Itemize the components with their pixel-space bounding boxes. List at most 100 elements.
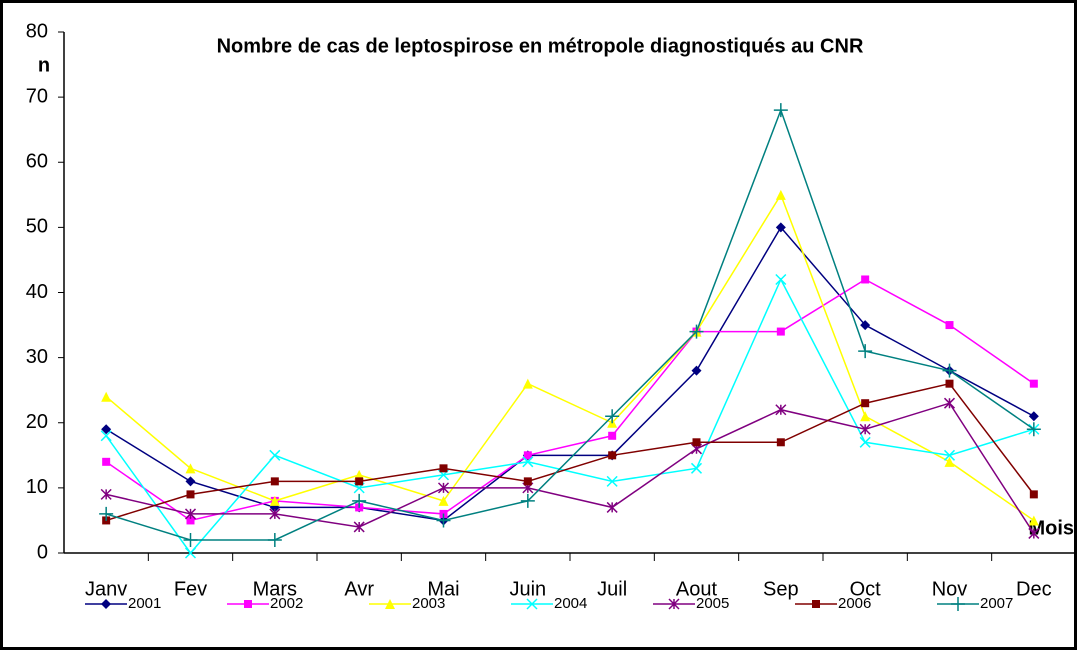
- marker: [606, 501, 618, 513]
- marker: [185, 463, 196, 474]
- marker: [943, 397, 956, 409]
- series-line: [105, 107, 1035, 541]
- marker: [523, 451, 532, 460]
- marker: [269, 495, 280, 506]
- legend-marker: [812, 600, 820, 608]
- marker: [270, 477, 279, 486]
- marker: [100, 488, 112, 500]
- series-line: [105, 402, 1035, 534]
- marker: [523, 477, 532, 486]
- y-tick-label: 0: [37, 541, 48, 563]
- marker: [355, 477, 364, 486]
- marker: [775, 404, 787, 416]
- marker: [185, 476, 196, 487]
- marker: [184, 547, 197, 559]
- marker: [101, 424, 112, 435]
- marker: [690, 462, 703, 474]
- marker: [775, 222, 786, 233]
- marker: [773, 103, 788, 118]
- legend-label: 2003: [412, 595, 445, 612]
- y-tick-label: 60: [26, 151, 48, 173]
- legend-label: 2004: [554, 595, 587, 612]
- marker: [1028, 515, 1039, 526]
- marker: [858, 344, 873, 359]
- marker: [352, 493, 367, 508]
- marker: [354, 469, 365, 480]
- x-tick-label: Aout: [676, 578, 718, 600]
- marker: [102, 457, 111, 466]
- marker: [944, 456, 955, 467]
- marker: [692, 438, 701, 447]
- marker: [776, 438, 785, 447]
- marker: [859, 436, 871, 448]
- x-tick-label: Nov: [932, 578, 968, 600]
- marker: [608, 431, 617, 440]
- series-line: [105, 193, 1035, 522]
- marker: [945, 379, 954, 388]
- legend-label: 2006: [838, 595, 871, 612]
- x-tick-label: Fev: [174, 578, 207, 600]
- marker: [186, 490, 195, 499]
- legend-label: 2002: [270, 595, 303, 612]
- legend-marker: [668, 598, 680, 610]
- marker: [184, 508, 197, 520]
- legend-marker: [951, 597, 965, 611]
- y-tick-label: 50: [26, 216, 48, 238]
- series-line: [105, 382, 1035, 522]
- marker: [522, 456, 534, 468]
- x-tick-label: Oct: [850, 578, 882, 600]
- marker: [99, 506, 114, 521]
- marker: [942, 363, 957, 378]
- series-line: [105, 277, 1035, 555]
- y-axis-label: n: [38, 54, 50, 76]
- marker: [438, 495, 449, 506]
- chart-title: Nombre de cas de leptospirose en métropo…: [217, 35, 864, 57]
- y-tick-label: 30: [26, 346, 48, 368]
- marker: [775, 189, 786, 200]
- marker: [267, 532, 282, 547]
- x-axis-label: Mois: [1028, 517, 1074, 539]
- x-tick-label: Juil: [597, 578, 627, 600]
- y-tick-label: 20: [26, 411, 48, 433]
- marker: [183, 532, 198, 547]
- y-tick-label: 80: [26, 20, 48, 42]
- marker: [100, 430, 112, 442]
- marker: [269, 449, 281, 461]
- marker: [1028, 527, 1040, 539]
- x-tick-label: Mars: [253, 578, 297, 600]
- marker: [437, 482, 450, 494]
- marker: [860, 411, 871, 422]
- marker: [861, 399, 870, 408]
- marker: [776, 327, 785, 336]
- marker: [605, 409, 620, 424]
- marker: [269, 508, 281, 520]
- x-tick-label: Mai: [427, 578, 459, 600]
- marker: [775, 273, 787, 286]
- legend-marker: [385, 599, 395, 609]
- marker: [436, 513, 451, 528]
- marker: [522, 378, 533, 389]
- marker: [1029, 379, 1038, 388]
- marker: [691, 365, 702, 376]
- marker: [186, 516, 195, 525]
- marker: [1028, 411, 1039, 422]
- marker: [101, 391, 112, 402]
- marker: [608, 451, 617, 460]
- marker: [1029, 490, 1038, 499]
- marker: [859, 423, 871, 435]
- legend-marker: [244, 600, 252, 608]
- legend-marker: [101, 599, 111, 609]
- marker: [860, 320, 871, 331]
- marker: [606, 475, 618, 487]
- marker: [861, 275, 870, 284]
- legend-label: 2005: [696, 595, 729, 612]
- x-tick-label: Juin: [509, 578, 546, 600]
- x-tick-label: Avr: [344, 578, 374, 600]
- legend-label: 2007: [980, 595, 1013, 612]
- marker: [943, 449, 956, 461]
- marker: [1026, 422, 1041, 437]
- marker: [439, 464, 448, 473]
- x-tick-label: Janv: [85, 578, 127, 600]
